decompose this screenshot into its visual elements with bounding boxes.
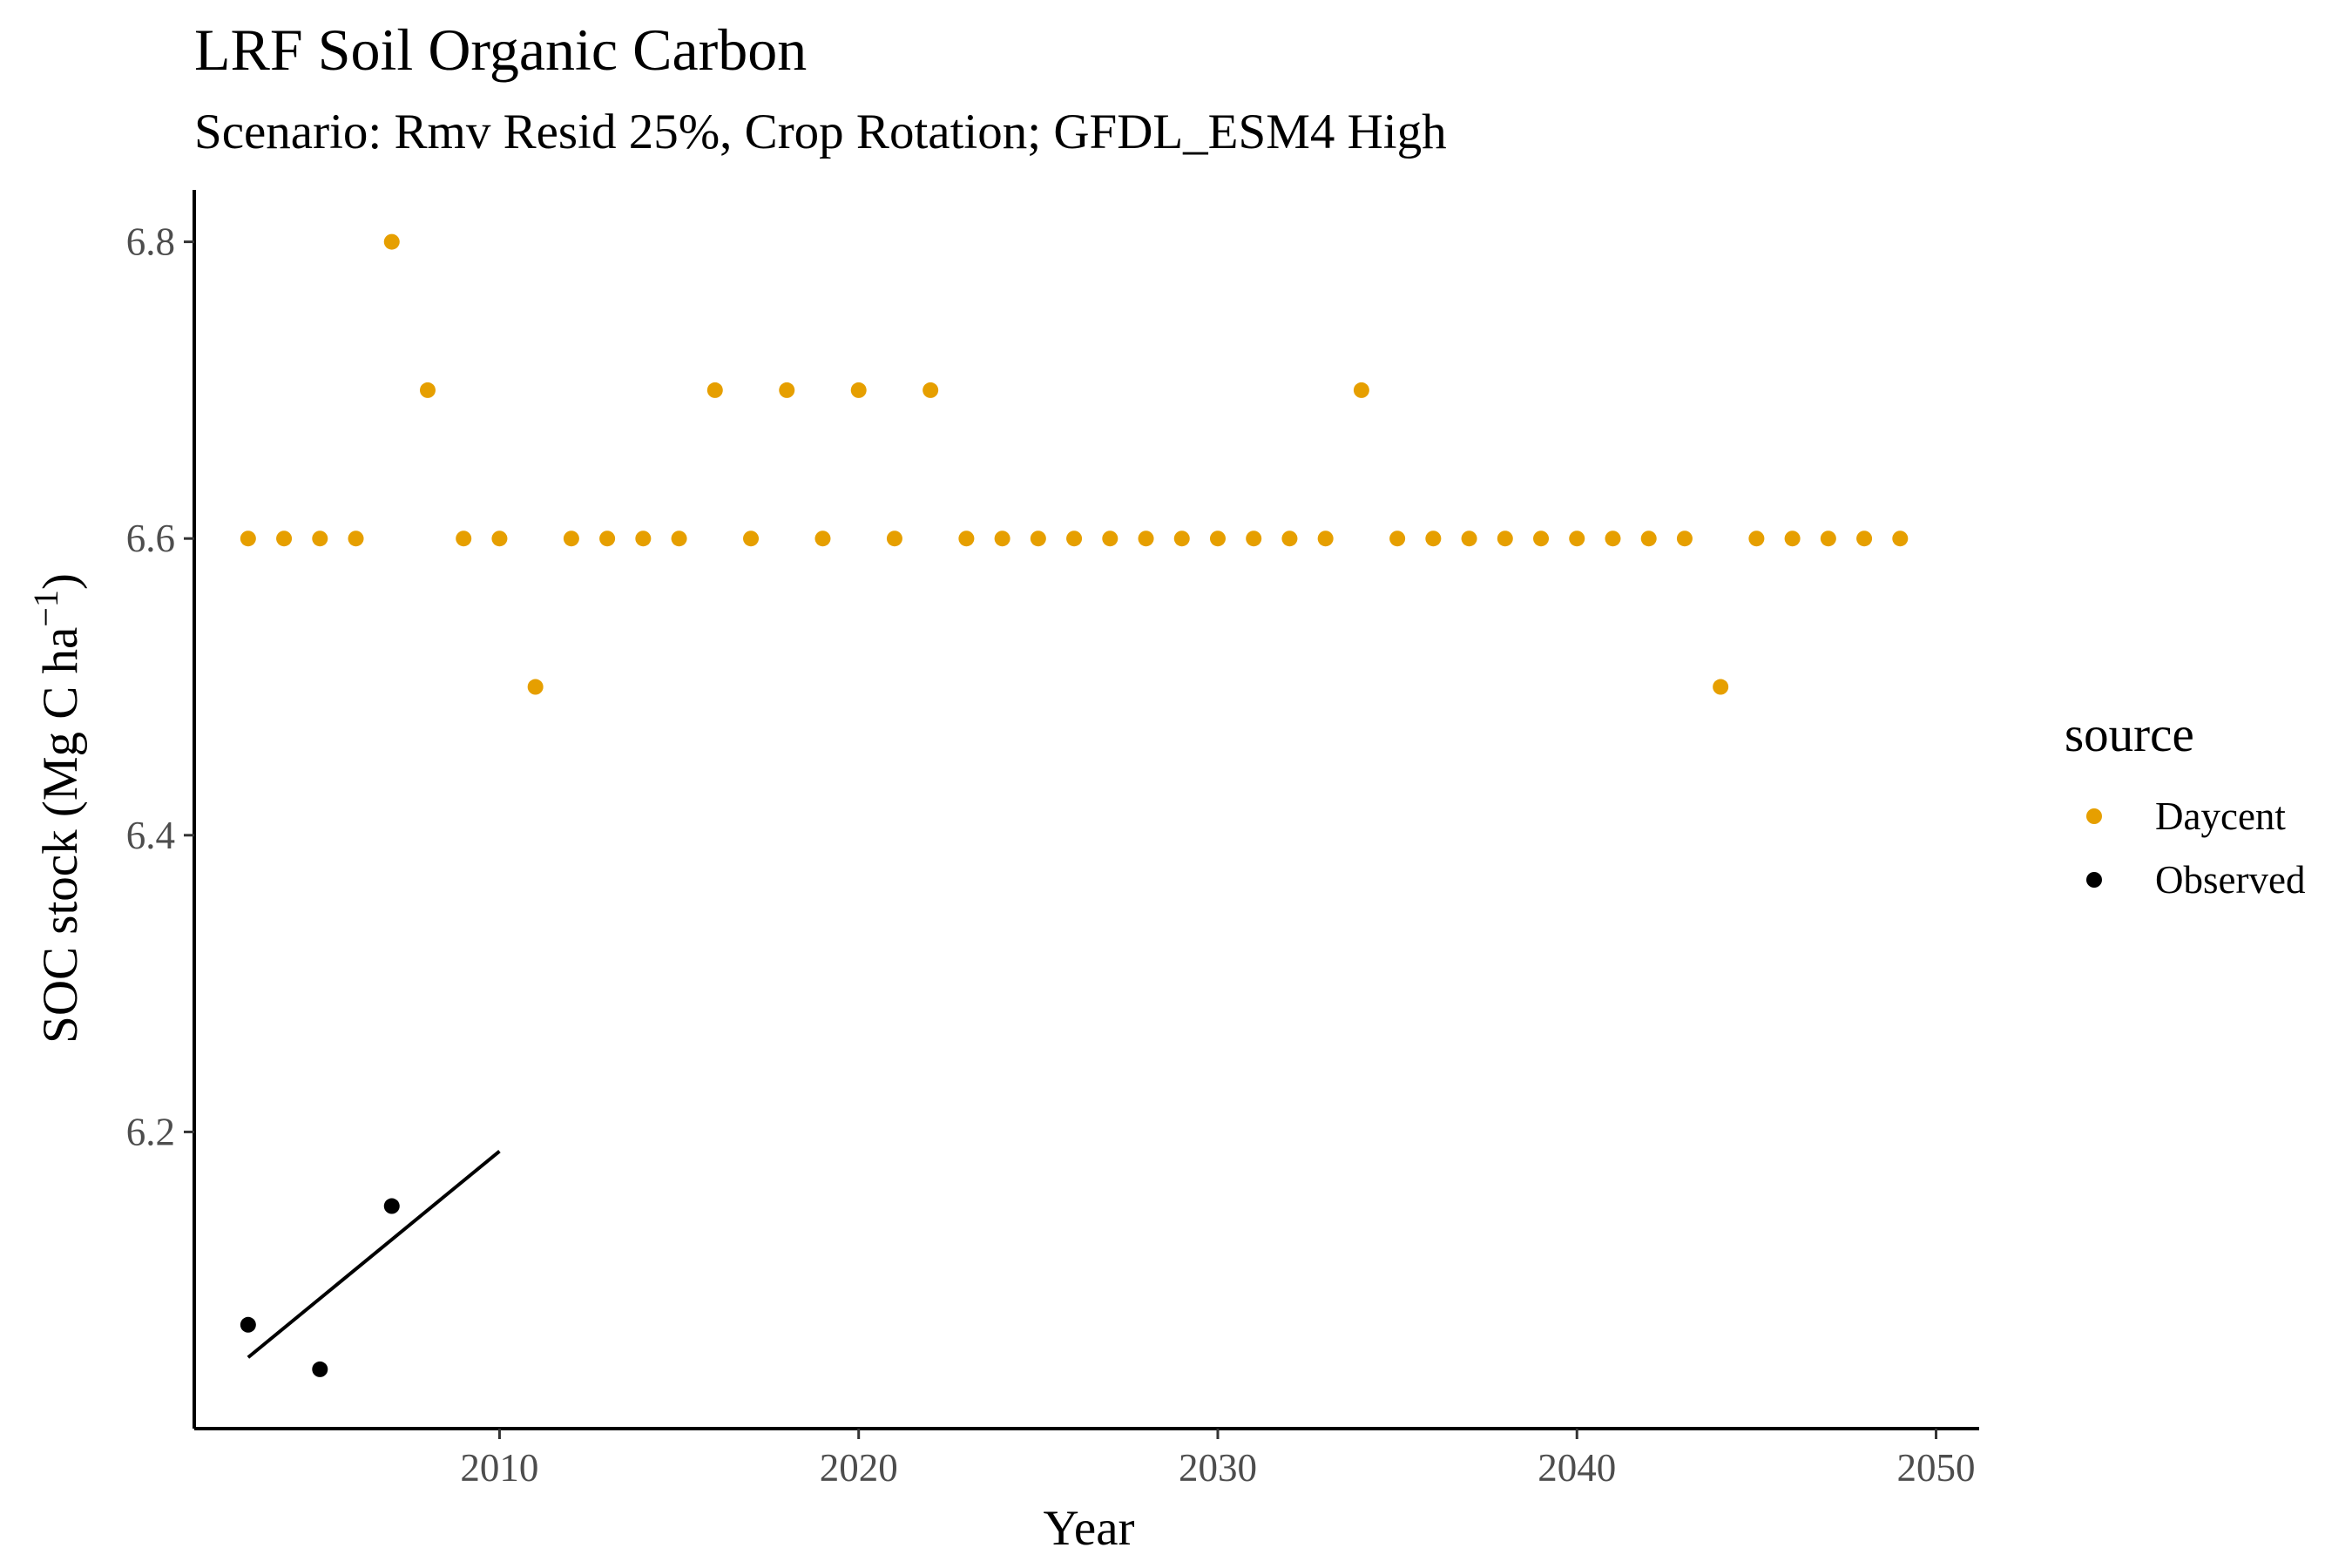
point-daycent [276,531,293,547]
point-daycent [886,531,902,547]
point-daycent [1892,531,1909,547]
point-daycent [456,531,472,547]
y-axis-title: SOC stock (Mg C ha−1) [26,573,88,1044]
data-points [240,233,1909,1377]
point-daycent [743,531,760,547]
trend-line-group [247,1149,501,1359]
x-tick-label: 2020 [820,1446,898,1490]
y-tick-label: 6.2 [126,1110,175,1153]
axes [193,190,1979,1430]
point-daycent [1281,531,1298,547]
point-daycent [706,382,723,398]
point-observed [312,1361,328,1377]
point-daycent [994,531,1010,547]
legend: source Daycent Observed [2065,707,2305,902]
point-daycent [1425,531,1442,547]
point-daycent [1497,531,1513,547]
point-daycent [527,679,544,695]
point-daycent [419,382,436,398]
point-daycent [923,382,939,398]
point-daycent [850,382,867,398]
y-tick-label: 6.6 [126,517,175,560]
point-daycent [383,233,400,250]
chart-subtitle: Scenario: Rmv Resid 25%, Crop Rotation; … [194,105,1447,159]
point-daycent [1713,679,1729,695]
point-daycent [1246,531,1262,547]
point-daycent [1605,531,1621,547]
point-daycent [1317,531,1334,547]
y-axis-title-sup: −1 [26,590,65,627]
legend-label-daycent: Daycent [2155,794,2286,838]
point-daycent [491,531,508,547]
point-daycent [1138,531,1154,547]
x-axis-title: Year [1043,1501,1134,1556]
y-axis-title-close: ) [33,573,88,590]
point-daycent [599,531,616,547]
point-daycent [1066,531,1083,547]
x-tick-label: 2040 [1538,1446,1616,1490]
y-tick-label: 6.4 [126,814,175,857]
observed-trend-line [247,1149,501,1359]
point-daycent [958,531,975,547]
x-tick-label: 2050 [1897,1446,1976,1490]
point-daycent [312,531,328,547]
point-daycent [1461,531,1477,547]
point-daycent [1209,531,1226,547]
point-daycent [1030,531,1046,547]
point-daycent [1389,531,1406,547]
legend-title: source [2065,707,2194,762]
point-daycent [1820,531,1836,547]
point-daycent [1856,531,1873,547]
legend-label-observed: Observed [2155,858,2305,902]
point-daycent [1533,531,1550,547]
point-daycent [671,531,687,547]
y-tick-label: 6.8 [126,220,175,264]
point-observed [240,1316,256,1333]
point-daycent [240,531,256,547]
point-daycent [1102,531,1119,547]
x-ticks: 2010 2020 2030 2040 2050 [460,1429,1976,1490]
point-daycent [348,531,364,547]
point-daycent [1640,531,1657,547]
point-daycent [1748,531,1765,547]
x-tick-label: 2030 [1179,1446,1257,1490]
point-daycent [1569,531,1585,547]
point-daycent [635,531,652,547]
y-ticks: 6.2 6.4 6.6 6.8 [126,220,194,1153]
point-daycent [1676,531,1693,547]
x-tick-label: 2010 [460,1446,538,1490]
point-observed [383,1198,400,1214]
legend-marker-daycent [2086,808,2102,824]
chart-title: LRF Soil Organic Carbon [194,17,807,83]
point-daycent [1173,531,1190,547]
legend-marker-observed [2086,872,2102,888]
point-daycent [1784,531,1801,547]
point-daycent [779,382,795,398]
y-axis-title-main: SOC stock (Mg C ha [33,627,88,1044]
point-daycent [1353,382,1369,398]
point-daycent [814,531,831,547]
point-daycent [563,531,579,547]
